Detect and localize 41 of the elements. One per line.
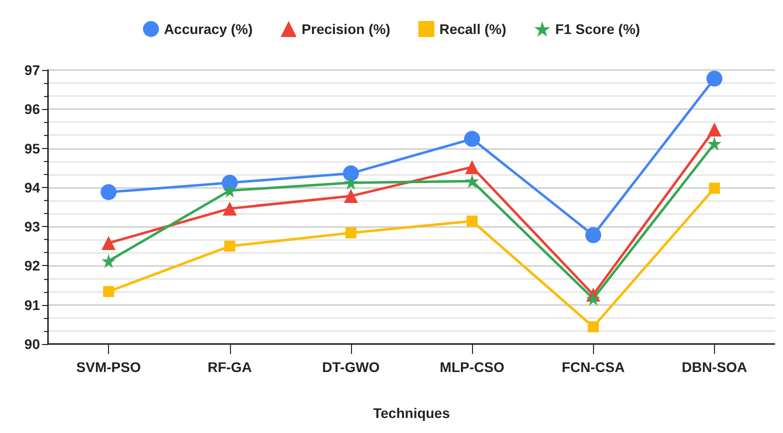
point: [344, 189, 358, 204]
point: [102, 236, 116, 250]
point: [466, 216, 478, 227]
point: [224, 240, 236, 252]
point: [707, 122, 722, 136]
point: [222, 202, 237, 216]
x-tick-label: RF-GA: [208, 359, 252, 375]
x-tick-label: DBN-SOA: [682, 359, 748, 375]
legend-label: Recall (%): [439, 21, 506, 37]
point: [222, 184, 237, 198]
legend-label: F1 Score (%): [555, 21, 640, 37]
point: [707, 136, 722, 151]
y-tick-label: 93: [24, 218, 40, 235]
y-tick-label: 96: [24, 101, 40, 118]
x-tick-label: FCN-CSA: [562, 359, 625, 375]
x-tick-label: SVM-PSO: [76, 359, 141, 375]
point: [708, 182, 720, 194]
point: [464, 130, 480, 147]
legend-label: Precision (%): [302, 21, 390, 37]
point: [465, 174, 480, 188]
point: [706, 70, 722, 87]
x-tick-label: DT-GWO: [322, 359, 380, 375]
point: [465, 160, 480, 174]
y-tick-label: 94: [24, 179, 40, 196]
point: [344, 176, 358, 190]
x-tick-label: MLP-CSO: [440, 359, 504, 375]
point: [102, 254, 116, 268]
y-tick-label: 91: [24, 296, 40, 313]
y-tick-label: 97: [24, 62, 40, 78]
point: [100, 184, 117, 200]
point: [588, 321, 599, 332]
x-axis-title: Techniques: [373, 405, 450, 421]
point: [342, 165, 359, 182]
point: [586, 292, 600, 306]
y-tick-label: 92: [24, 258, 40, 274]
point: [585, 227, 602, 244]
y-tick-label: 95: [24, 140, 40, 156]
legend-label: Accuracy (%): [164, 21, 253, 37]
point: [103, 286, 114, 298]
point: [345, 227, 356, 238]
y-tick-label: 90: [24, 336, 40, 352]
